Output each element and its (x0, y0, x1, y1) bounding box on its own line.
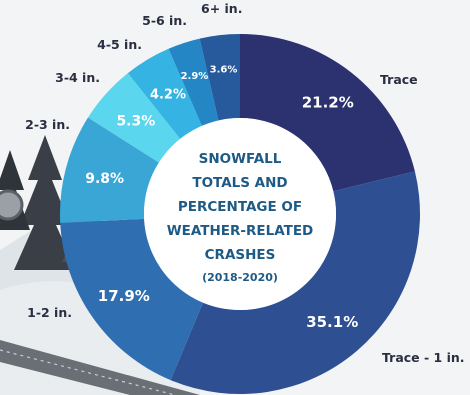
category-label: 3-4 in. (55, 70, 100, 85)
category-label: Trace (380, 72, 418, 87)
category-label: 2-3 in. (25, 117, 70, 132)
category-label: 5-6 in. (142, 13, 187, 28)
chart-subtitle: (2018-2020) (202, 271, 278, 284)
title-line-1: SNOWFALL (199, 151, 282, 167)
percent-label: 17.9% (98, 287, 150, 305)
chart-title: SNOWFALL TOTALS AND PERCENTAGE OF WEATHE… (167, 151, 314, 284)
title-line-4: WEATHER-RELATED (167, 223, 314, 239)
title-line-5: CRASHES (205, 247, 276, 263)
road-shape (0, 340, 200, 395)
category-label: 1-2 in. (27, 305, 72, 320)
percent-labels: 21.2% 35.1% 17.9% 9.8% 5.3% 4.2% 2.9%3.6% (85, 64, 358, 331)
title-line-3: PERCENTAGE OF (178, 199, 302, 215)
slice-trace-1-in- (170, 171, 420, 394)
tire-icon (0, 189, 24, 221)
percent-label: 21.2% (302, 94, 354, 112)
percent-label: 35.1% (306, 313, 358, 331)
donut-slices (60, 34, 420, 394)
title-line-2: TOTALS AND (192, 175, 287, 191)
slice-6-in- (199, 34, 240, 121)
slice-5-6-in- (168, 38, 219, 126)
percent-label: 9.8% (85, 171, 124, 187)
tree-icon (14, 135, 76, 270)
slice-4-5-in- (127, 48, 202, 139)
category-label: 4-5 in. (97, 37, 142, 52)
percent-label: 2.9% (181, 71, 209, 82)
percent-label: 3.6% (210, 64, 238, 75)
slice-2-3-in- (60, 117, 159, 224)
percent-label: 5.3% (116, 113, 155, 129)
slice-3-4-in- (88, 73, 181, 163)
category-label: Trace - 1 in. (382, 350, 465, 365)
category-label: 6+ in. (201, 1, 242, 16)
slice-1-2-in- (60, 218, 203, 381)
donut-hole (144, 118, 336, 310)
category-labels: Trace Trace - 1 in. 1-2 in. 2-3 in. 3-4 in. 4… (25, 1, 464, 365)
road-marking (0, 349, 176, 395)
percent-label: 4.2% (150, 87, 186, 102)
slice-trace (240, 34, 415, 192)
